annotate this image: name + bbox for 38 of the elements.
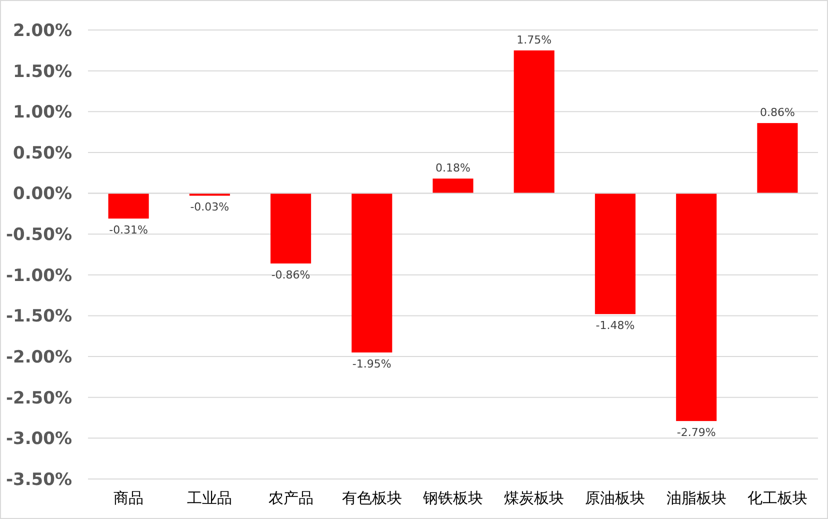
data-label: 0.86%: [760, 106, 795, 120]
x-tick-label: 商品: [114, 489, 144, 507]
y-tick-label: -3.00%: [6, 429, 72, 450]
y-tick-label: -2.50%: [6, 388, 72, 408]
y-tick-label: -2.00%: [6, 347, 72, 368]
y-tick-label: -1.00%: [6, 266, 72, 286]
data-label: -0.03%: [190, 200, 230, 214]
data-label: -2.79%: [676, 426, 716, 440]
y-tick-label: 0.00%: [13, 184, 72, 204]
y-tick-label: -3.50%: [6, 470, 72, 490]
bar: [594, 193, 636, 314]
bar: [676, 193, 717, 422]
x-tick-label: 有色板块: [342, 489, 402, 507]
data-label: 1.75%: [516, 33, 552, 46]
data-label: -1.95%: [352, 357, 392, 370]
y-tick-label: 1.00%: [13, 102, 72, 123]
x-tick-label: 原油板块: [585, 489, 646, 507]
x-tick-label: 化工板块: [747, 489, 808, 507]
y-tick-label: -1.50%: [6, 306, 72, 327]
bar: [432, 178, 474, 194]
y-tick-label: 0.50%: [13, 143, 72, 164]
bar: [108, 193, 149, 219]
x-tick-label: 农产品: [268, 489, 314, 507]
y-tick-label: 1.50%: [13, 62, 72, 82]
bar: [757, 123, 798, 194]
bar: [270, 193, 312, 264]
x-tick-label: 工业品: [187, 489, 232, 507]
data-label: 0.18%: [436, 162, 470, 175]
bar: [514, 50, 554, 194]
x-tick-label: 煤炭板块: [504, 489, 564, 507]
data-label: -0.86%: [271, 268, 310, 282]
x-tick-label: 钢铁板块: [422, 489, 483, 507]
data-label: -0.31%: [109, 224, 148, 237]
y-tick-label: 2.00%: [13, 20, 72, 41]
data-label: -1.48%: [596, 319, 635, 332]
x-tick-label: 油脂板块: [666, 489, 726, 507]
bar: [352, 193, 392, 352]
y-tick-label: -0.50%: [6, 225, 72, 246]
